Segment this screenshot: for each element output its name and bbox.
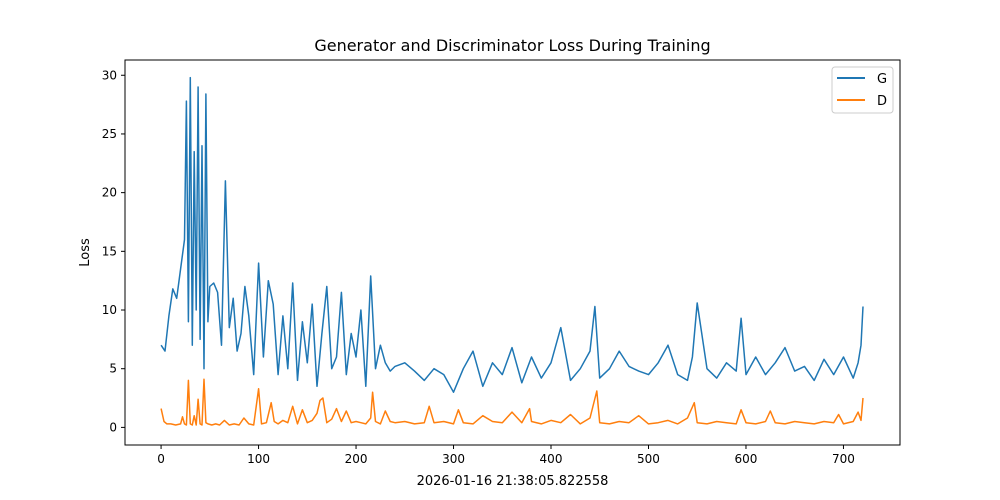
y-tick-label: 10	[102, 303, 117, 317]
y-axis: 0 5 10 15 20 25 30	[102, 68, 125, 434]
chart-title: Generator and Discriminator Loss During …	[314, 36, 710, 55]
x-tick-label: 300	[442, 452, 465, 466]
legend-label-d: D	[877, 94, 887, 109]
y-axis-label: Loss	[78, 238, 93, 267]
x-tick-label: 0	[157, 452, 165, 466]
series-layer	[160, 76, 864, 426]
y-tick-label: 15	[102, 244, 117, 258]
x-tick-label: 600	[735, 452, 758, 466]
legend-label-g: G	[877, 72, 887, 87]
series-line-d	[160, 378, 864, 426]
y-tick-label: 0	[109, 420, 117, 434]
x-tick-label: 500	[637, 452, 660, 466]
y-tick-label: 5	[109, 362, 117, 376]
x-tick-label: 700	[832, 452, 855, 466]
x-axis: 0 100 200 300 400 500 600 700	[157, 445, 855, 466]
x-axis-label: 2026-01-16 21:38:05.822558	[417, 474, 609, 489]
y-tick-label: 30	[102, 68, 117, 82]
x-tick-label: 400	[540, 452, 563, 466]
y-tick-label: 20	[102, 186, 117, 200]
plot-frame	[124, 59, 901, 446]
x-tick-label: 100	[247, 452, 270, 466]
x-tick-label: 200	[345, 452, 368, 466]
y-tick-label: 25	[102, 127, 117, 141]
series-line-g	[160, 76, 864, 393]
legend: G D	[831, 66, 894, 114]
